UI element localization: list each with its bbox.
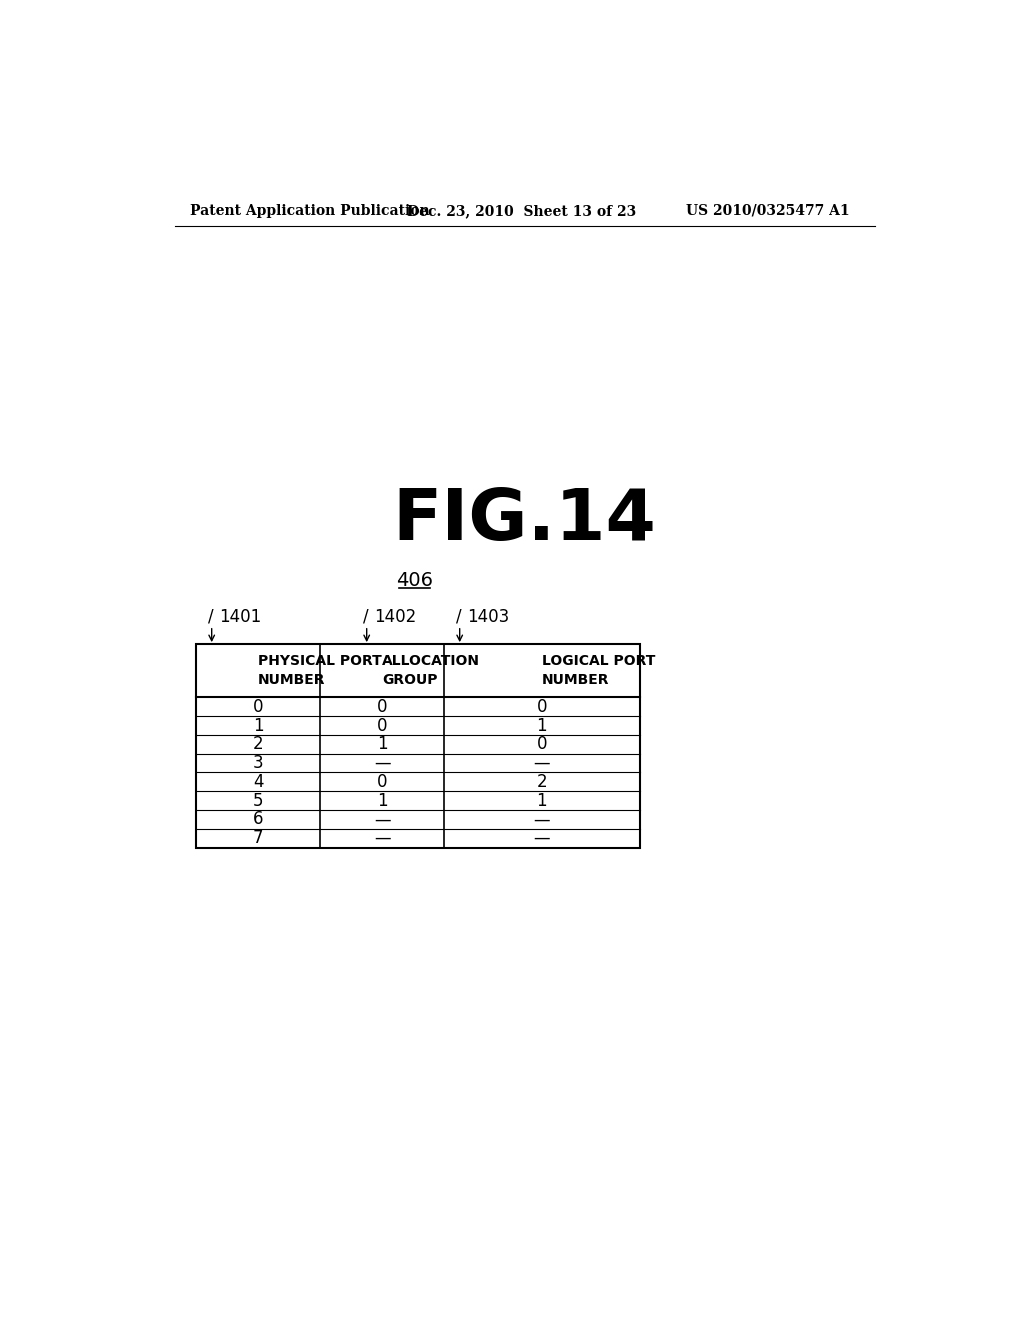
Text: 3: 3 bbox=[253, 754, 263, 772]
Text: PHYSICAL PORT
NUMBER: PHYSICAL PORT NUMBER bbox=[258, 655, 382, 686]
Text: FIG.14: FIG.14 bbox=[393, 486, 656, 554]
Text: —: — bbox=[374, 829, 390, 847]
Text: 1403: 1403 bbox=[467, 607, 510, 626]
Text: 4: 4 bbox=[253, 772, 263, 791]
Text: 1: 1 bbox=[377, 792, 387, 809]
Text: 6: 6 bbox=[253, 810, 263, 829]
Text: —: — bbox=[534, 829, 550, 847]
Text: —: — bbox=[374, 810, 390, 829]
Text: Dec. 23, 2010  Sheet 13 of 23: Dec. 23, 2010 Sheet 13 of 23 bbox=[407, 203, 636, 218]
Text: 0: 0 bbox=[377, 772, 387, 791]
Text: /: / bbox=[208, 607, 213, 626]
Text: 0: 0 bbox=[253, 698, 263, 715]
Text: 0: 0 bbox=[377, 717, 387, 734]
Text: 1402: 1402 bbox=[375, 607, 417, 626]
Text: 1: 1 bbox=[253, 717, 263, 734]
Text: Patent Application Publication: Patent Application Publication bbox=[190, 203, 430, 218]
Text: —: — bbox=[534, 754, 550, 772]
Text: /: / bbox=[362, 607, 369, 626]
Text: /: / bbox=[456, 607, 461, 626]
Text: 0: 0 bbox=[537, 735, 547, 754]
Text: 2: 2 bbox=[537, 772, 547, 791]
Text: 1401: 1401 bbox=[219, 607, 262, 626]
Text: 1: 1 bbox=[377, 735, 387, 754]
Text: —: — bbox=[374, 754, 390, 772]
Text: 0: 0 bbox=[537, 698, 547, 715]
Text: US 2010/0325477 A1: US 2010/0325477 A1 bbox=[686, 203, 850, 218]
Text: LOGICAL PORT
NUMBER: LOGICAL PORT NUMBER bbox=[542, 655, 655, 686]
Text: 5: 5 bbox=[253, 792, 263, 809]
Text: ALLOCATION
GROUP: ALLOCATION GROUP bbox=[382, 655, 480, 686]
Text: 406: 406 bbox=[396, 570, 433, 590]
Text: 1: 1 bbox=[537, 792, 547, 809]
Text: 0: 0 bbox=[377, 698, 387, 715]
Text: 1: 1 bbox=[537, 717, 547, 734]
Text: —: — bbox=[534, 810, 550, 829]
Text: 2: 2 bbox=[253, 735, 263, 754]
Bar bbox=[197, 644, 640, 847]
Text: 7: 7 bbox=[253, 829, 263, 847]
